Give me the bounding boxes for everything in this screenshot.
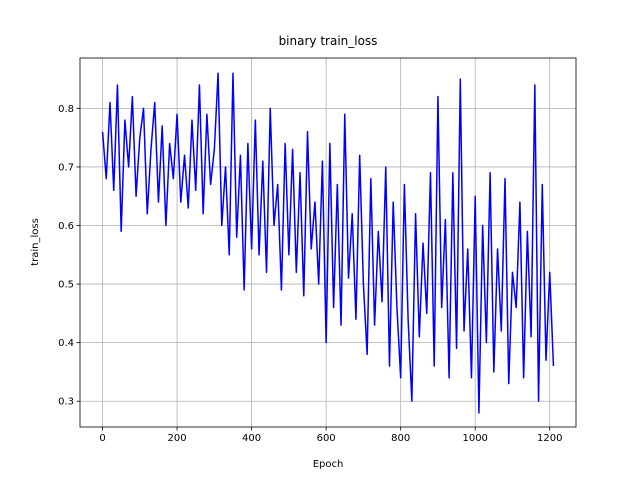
x-axis-label: Epoch: [313, 459, 344, 470]
plot-frame: [79, 57, 577, 428]
x-tick-label: 200: [168, 433, 187, 444]
x-tick-label: 400: [242, 433, 261, 444]
y-tick-label: 0.5: [58, 280, 74, 291]
chart-title: binary train_loss: [279, 34, 378, 48]
y-tick-label: 0.8: [58, 104, 74, 115]
y-tick-label: 0.7: [58, 162, 74, 173]
y-axis-label: train_loss: [30, 218, 41, 266]
x-tick-label: 1200: [537, 433, 562, 444]
y-tick-label: 0.3: [58, 397, 74, 408]
x-tick-label: 800: [391, 433, 410, 444]
x-tick-label: 600: [317, 433, 336, 444]
y-tick-label: 0.4: [58, 338, 74, 349]
x-tick-label: 1000: [462, 433, 487, 444]
data-line: [101, 72, 555, 414]
y-tick-label: 0.6: [58, 221, 74, 232]
x-tick-label: 0: [99, 433, 105, 444]
